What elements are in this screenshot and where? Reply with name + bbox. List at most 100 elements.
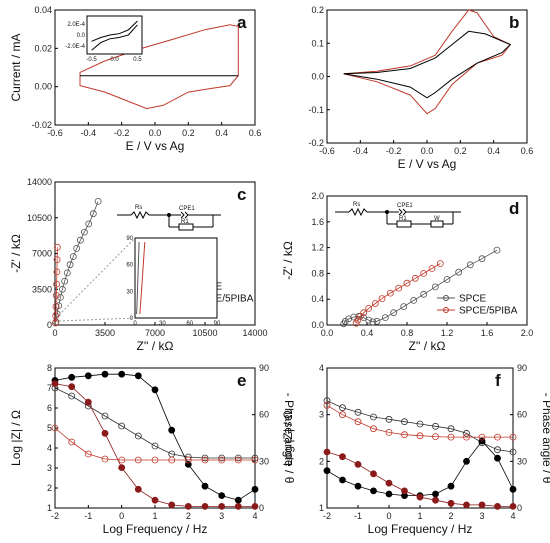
data-point — [341, 317, 349, 325]
y-tick-label: 0.4 — [311, 294, 324, 304]
y-tick-label: 1 — [319, 503, 324, 513]
y-tick-label: 2 — [47, 483, 52, 493]
x-tick-label: -1 — [84, 511, 92, 521]
y-right-tick-label: 0 — [517, 503, 522, 513]
y-tick-label: 2.0 — [311, 191, 324, 201]
x-tick-label: 3 — [219, 511, 224, 521]
y-right-tick-label: 0 — [259, 503, 264, 513]
y-tick-label: 1.2 — [311, 243, 324, 253]
y-tick-label: 6 — [47, 403, 52, 413]
data-point — [218, 454, 226, 462]
data-point — [101, 429, 109, 437]
data-point — [323, 401, 331, 409]
data-point — [494, 446, 501, 454]
data-point — [323, 397, 331, 405]
cpe-element — [180, 211, 189, 219]
x-tick-label: 2.0 — [521, 328, 534, 338]
data-point — [494, 454, 501, 462]
data-point — [151, 496, 159, 504]
data-point — [356, 312, 364, 320]
y-tick-label: 1.6 — [311, 217, 324, 227]
inset-y-tick-label: 90 — [126, 236, 133, 242]
data-point — [385, 415, 393, 423]
data-point — [52, 303, 60, 311]
inset-series-line — [139, 241, 146, 315]
data-point — [53, 268, 61, 276]
y-tick-label: 2 — [319, 456, 324, 466]
data-point — [184, 456, 192, 464]
y-axis-label: Log |Z| / Ω — [281, 410, 295, 466]
data-point — [134, 456, 142, 464]
data-point — [432, 490, 439, 498]
x-tick-label: 0.4 — [487, 146, 500, 156]
y-tick-label: 0.00 — [34, 82, 52, 92]
data-point — [416, 432, 424, 440]
data-point — [77, 236, 84, 244]
data-point — [493, 246, 501, 254]
y-tick-label: 0.0 — [311, 320, 324, 330]
data-point — [432, 422, 439, 430]
legend-marker — [443, 295, 449, 301]
data-point — [68, 392, 76, 400]
x-tick-label: 2 — [448, 511, 453, 521]
data-point — [463, 457, 470, 465]
data-point — [354, 408, 362, 416]
y-right-tick-label: 30 — [517, 456, 527, 466]
data-point — [118, 422, 126, 430]
series-line — [343, 249, 498, 325]
x-tick-label: 0 — [119, 511, 124, 521]
data-point — [251, 456, 259, 464]
cpe-element — [398, 208, 407, 216]
data-point — [84, 398, 92, 406]
data-point — [420, 269, 428, 277]
x-tick-label: 1 — [152, 511, 157, 521]
data-point — [168, 456, 176, 464]
inset-y-tick-label: 0 — [130, 316, 134, 322]
legend-label: SPCE/5PIBA — [459, 306, 518, 317]
y-tick-label: -0.1 — [308, 105, 324, 115]
data-point — [360, 309, 368, 317]
x-tick-label: 0.0 — [321, 328, 334, 338]
data-point — [365, 304, 373, 312]
data-point — [168, 426, 176, 434]
data-point — [370, 470, 377, 478]
panel-e: -2 -1 0 1 2 3 4 1 2 3 4 5 6 7 8 0 30 60 90 - Phase angle / … — [9, 363, 296, 536]
data-point — [85, 220, 93, 228]
legend-marker — [443, 307, 449, 313]
data-point — [218, 502, 226, 510]
x-tick-label: -0.4 — [81, 128, 97, 138]
series-line — [355, 263, 441, 324]
data-point — [400, 303, 408, 311]
x-tick-label: 0 — [52, 328, 57, 338]
inset-y-tick-label: 2.0E-4 — [67, 22, 85, 28]
y-tick-label: 4 — [319, 363, 324, 373]
inset-x-tick-label: 90 — [214, 321, 221, 327]
x-axis-label: E / V vs Ag — [126, 139, 185, 153]
x-tick-label: 7000 — [145, 328, 165, 338]
x-tick-label: 0.6 — [521, 146, 534, 156]
data-point — [68, 383, 76, 391]
inset-x-tick-label: 0.5 — [133, 57, 142, 63]
x-tick-label: 4 — [252, 511, 257, 521]
x-axis-label: Log Frequency / Hz — [368, 522, 473, 536]
data-point — [184, 502, 192, 510]
y-tick-label: 0.04 — [34, 5, 52, 15]
series-line — [55, 247, 58, 324]
data-point — [151, 442, 159, 450]
x-tick-label: 1.6 — [481, 328, 494, 338]
data-point — [94, 197, 102, 205]
data-point — [447, 433, 455, 441]
x-tick-label: 1.2 — [441, 328, 454, 338]
data-point — [118, 464, 126, 472]
equivalent-circuit: Rs CPE1 R1 — [117, 205, 221, 231]
inset-pointer — [58, 237, 136, 316]
plot-frame-a — [54, 9, 256, 126]
resistor-rs — [130, 210, 150, 220]
data-point — [494, 433, 501, 441]
inset-plot: -0.5 0.0 0.5 2.0E-4 0.0 -2.0E-4 — [65, 15, 143, 63]
y-tick-label: 0.02 — [34, 43, 52, 53]
data-point — [455, 268, 463, 276]
data-point — [403, 279, 411, 287]
data-point — [385, 479, 393, 487]
data-point — [352, 319, 360, 327]
